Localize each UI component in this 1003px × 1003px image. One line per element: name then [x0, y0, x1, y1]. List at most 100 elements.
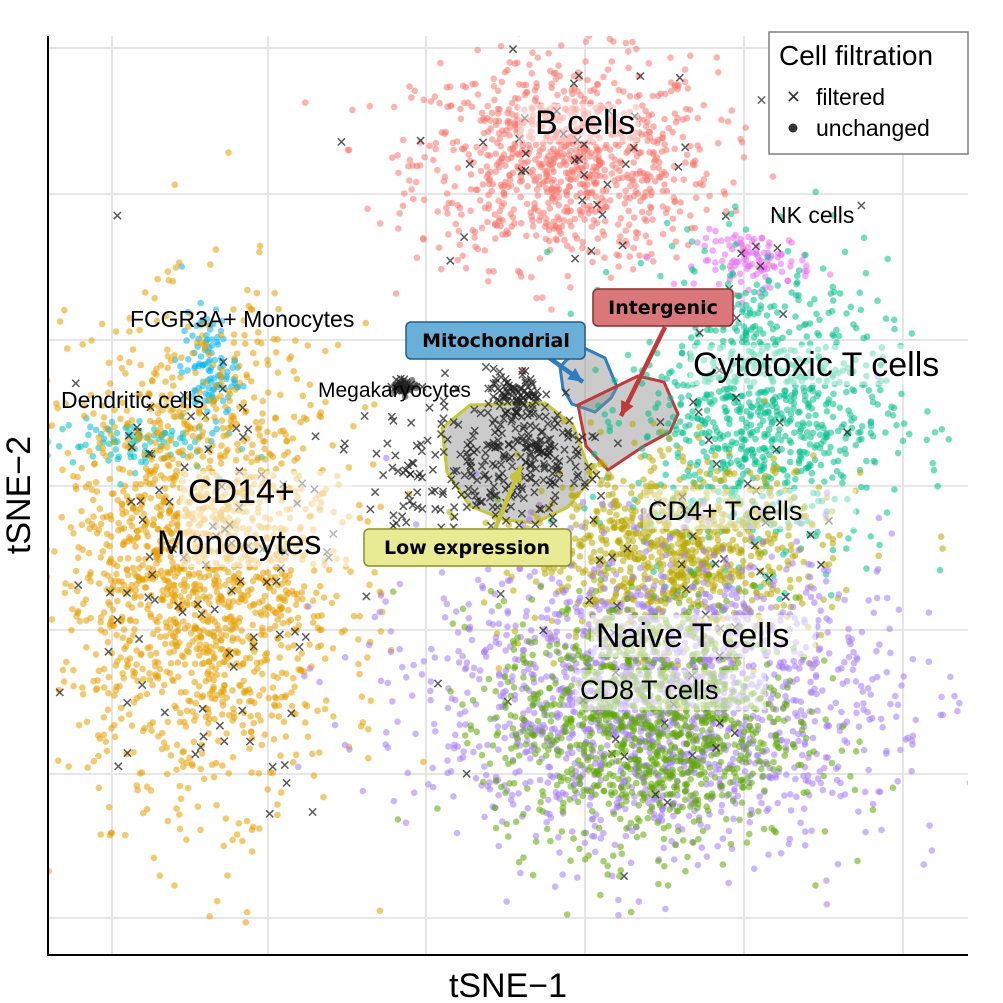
- cell-point: [281, 572, 289, 579]
- cell-point: [225, 387, 233, 395]
- cell-point: [812, 411, 819, 419]
- cell-point: [413, 178, 420, 186]
- cell-point: [759, 286, 766, 294]
- cell-point: [53, 400, 60, 407]
- cell-point: [579, 119, 587, 127]
- cell-point: [69, 605, 76, 613]
- cell-point: [350, 422, 357, 430]
- cell-point: [211, 695, 219, 703]
- cell-point: [193, 461, 200, 469]
- cell-point: [522, 81, 530, 89]
- cell-point: [829, 297, 837, 304]
- cell-point: [758, 234, 766, 242]
- cell-point: [585, 534, 593, 541]
- cell-point: [161, 485, 169, 492]
- cell-point: [598, 194, 605, 202]
- cell-point: [130, 699, 138, 706]
- cell-point: [715, 139, 722, 147]
- cell-point: [154, 618, 161, 626]
- cell-point: [761, 472, 769, 480]
- cell-point: [197, 353, 205, 360]
- cell-point: [618, 128, 625, 135]
- filtered-cell-point: [694, 407, 703, 417]
- cell-point: [444, 210, 451, 217]
- cell-point: [602, 141, 610, 149]
- cell-point: [191, 717, 198, 724]
- cell-point: [576, 180, 584, 188]
- cell-point: [615, 98, 622, 106]
- cell-point: [416, 139, 424, 146]
- cell-point: [899, 437, 907, 445]
- cell-point: [617, 233, 624, 240]
- cell-point: [617, 158, 624, 165]
- cell-point: [249, 349, 257, 357]
- cell-point: [666, 369, 673, 377]
- cell-point: [229, 625, 236, 633]
- cell-point: [274, 369, 282, 376]
- cell-point: [680, 176, 687, 183]
- filtered-cell-point: [416, 136, 425, 145]
- cell-point: [181, 661, 189, 668]
- cell-point: [223, 730, 230, 737]
- cell-point: [546, 237, 553, 245]
- cell-point: [721, 251, 729, 258]
- cell-point: [172, 264, 180, 271]
- cell-point: [261, 731, 269, 738]
- cell-point: [248, 449, 256, 457]
- cell-point: [208, 342, 216, 350]
- cell-point: [190, 738, 198, 746]
- cell-point: [718, 116, 725, 124]
- cell-point: [594, 508, 601, 516]
- cell-point: [658, 134, 666, 142]
- cell-point: [784, 277, 792, 285]
- cell-point: [64, 449, 72, 457]
- cell-point: [510, 587, 517, 594]
- cell-point: [571, 215, 579, 223]
- cell-point: [667, 54, 674, 61]
- cell-point: [669, 413, 677, 421]
- filtered-cell-point: [123, 698, 132, 707]
- cell-point: [136, 574, 143, 582]
- cell-point: [189, 349, 196, 357]
- cell-point: [646, 134, 654, 141]
- cell-point: [524, 158, 531, 165]
- cell-point: [188, 669, 195, 677]
- cell-point: [220, 658, 227, 666]
- cell-point: [284, 448, 292, 456]
- cell-point: [217, 454, 224, 462]
- cell-point: [577, 189, 584, 197]
- cell-point: [764, 253, 771, 261]
- cell-point: [665, 446, 672, 453]
- cell-point: [729, 348, 736, 355]
- cell-point: [633, 45, 640, 53]
- filtered-cell-point: [773, 243, 782, 253]
- cell-point: [212, 382, 219, 390]
- cell-point: [529, 49, 536, 56]
- cell-point: [647, 203, 654, 211]
- cell-point: [595, 402, 602, 410]
- cell-point: [274, 811, 281, 819]
- cell-point: [638, 445, 646, 452]
- cell-point: [92, 651, 100, 658]
- cell-point: [618, 525, 625, 532]
- cell-point: [787, 584, 794, 591]
- cell-point: [410, 195, 417, 203]
- cell-point: [127, 616, 134, 623]
- cell-point: [724, 280, 732, 288]
- cell-point: [847, 303, 855, 311]
- cell-point: [539, 123, 546, 130]
- cell-point: [722, 408, 729, 416]
- cell-point: [615, 419, 623, 427]
- cell-point: [531, 614, 539, 622]
- cell-point: [737, 428, 745, 435]
- cell-point: [703, 407, 711, 414]
- cell-point: [436, 99, 443, 107]
- cell-point: [809, 396, 817, 403]
- cell-point: [805, 347, 812, 355]
- cell-point: [517, 219, 525, 227]
- cell-point: [773, 480, 781, 487]
- cell-point: [469, 226, 477, 234]
- cell-point: [100, 421, 107, 429]
- cell-point: [486, 152, 494, 159]
- cell-point: [93, 488, 101, 495]
